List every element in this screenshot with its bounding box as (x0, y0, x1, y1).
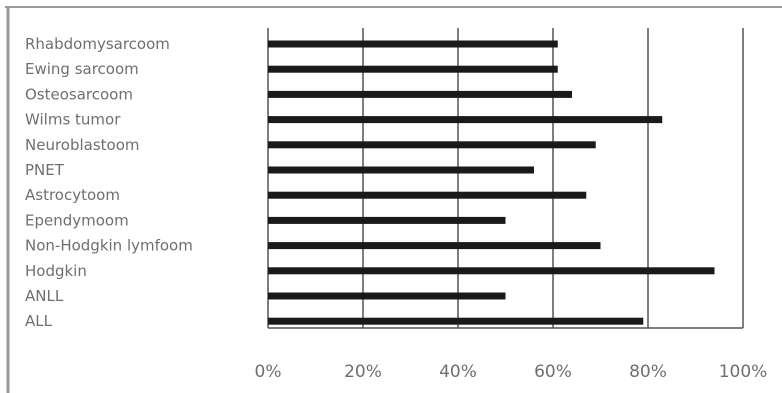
bars (268, 40, 715, 325)
bar-10 (268, 292, 506, 300)
category-label-0: Rhabdomysarcoom (25, 35, 170, 53)
category-label-7: Ependymoom (25, 211, 129, 229)
x-tick-label-1: 20% (344, 362, 382, 382)
x-tick-labels: 0% 20% 40% 60% 80% 100% (255, 362, 768, 382)
bar-11 (268, 317, 644, 325)
category-label-9: Hodgkin (25, 262, 87, 280)
category-label-6: Astrocytoom (25, 186, 120, 204)
category-label-5: PNET (25, 161, 65, 179)
bar-8 (268, 242, 601, 250)
bar-1 (268, 65, 558, 73)
bar-6 (268, 191, 587, 199)
chart-border (5, 6, 782, 393)
category-label-3: Wilms tumor (25, 111, 121, 129)
bar-5 (268, 166, 534, 174)
x-tick-label-5: 100% (719, 362, 768, 382)
bar-9 (268, 267, 715, 275)
category-label-4: Neuroblastoom (25, 136, 140, 154)
category-labels: Rhabdomysarcoom Ewing sarcoom Osteosarcoom… (25, 35, 193, 330)
category-label-1: Ewing sarcoom (25, 60, 139, 78)
category-label-8: Non-Hodgkin lymfoom (25, 237, 193, 255)
x-tick-label-3: 60% (534, 362, 572, 382)
grid-lines (267, 28, 744, 329)
category-label-2: Osteosarcoom (25, 85, 133, 103)
bar-4 (268, 141, 596, 149)
bar-3 (268, 116, 663, 124)
bar-7 (268, 216, 506, 224)
x-tick-label-2: 40% (439, 362, 477, 382)
bar-0 (268, 40, 558, 48)
category-label-10: ANLL (25, 287, 64, 305)
bar-2 (268, 90, 572, 98)
category-label-11: ALL (25, 312, 53, 330)
x-tick-label-0: 0% (255, 362, 282, 382)
x-tick-label-4: 80% (629, 362, 667, 382)
